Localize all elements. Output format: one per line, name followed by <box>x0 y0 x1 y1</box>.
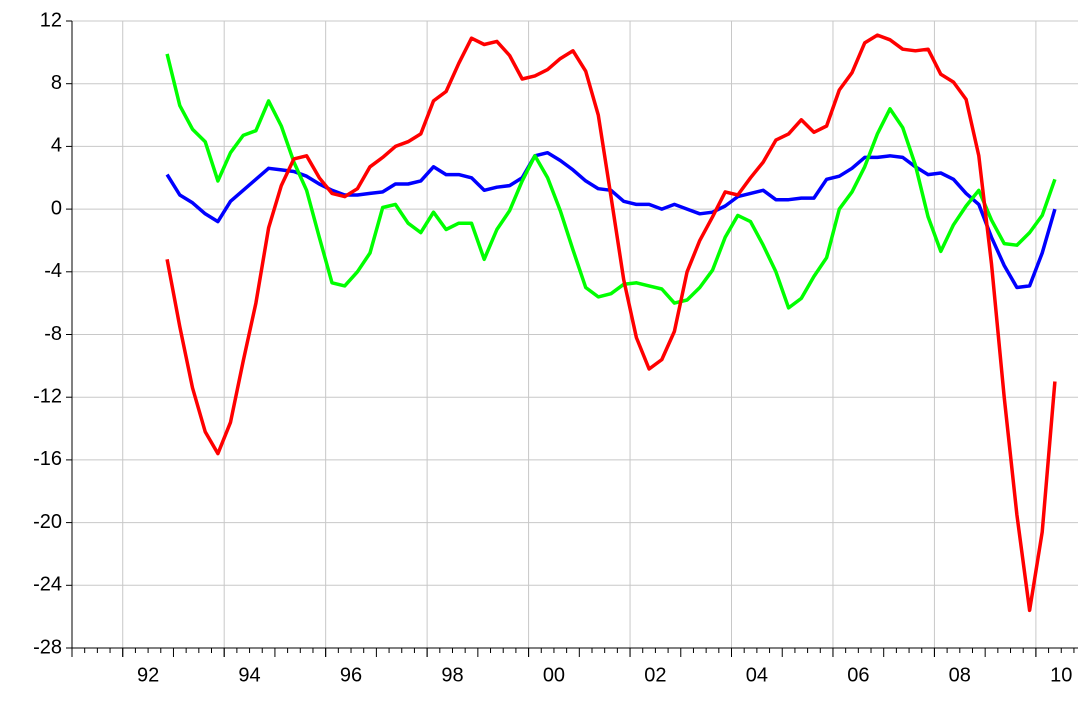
y-tick-label: -12 <box>33 385 62 407</box>
x-tick-label: 06 <box>847 664 869 686</box>
x-tick-label: 04 <box>746 664 768 686</box>
x-tick-label: 96 <box>340 664 362 686</box>
x-tick-label: 00 <box>543 664 565 686</box>
y-tick-label: 4 <box>51 135 62 157</box>
x-tick-label: 94 <box>238 664 260 686</box>
y-tick-label: 8 <box>51 72 62 94</box>
x-tick-label: 02 <box>644 664 666 686</box>
x-tick-label: 10 <box>1050 664 1072 686</box>
y-tick-label: 0 <box>51 197 62 219</box>
y-tick-label: 12 <box>40 9 62 31</box>
y-tick-label: -24 <box>33 574 62 596</box>
x-tick-label: 98 <box>441 664 463 686</box>
series-line <box>165 33 1057 613</box>
y-tick-label: -4 <box>44 260 62 282</box>
y-tick-label: -16 <box>33 448 62 470</box>
x-tick-label: 08 <box>949 664 971 686</box>
y-tick-label: -8 <box>44 323 62 345</box>
y-tick-label: -20 <box>33 511 62 533</box>
series-line <box>165 53 1057 310</box>
y-tick-label: -28 <box>33 636 62 658</box>
x-tick-label: 92 <box>137 664 159 686</box>
